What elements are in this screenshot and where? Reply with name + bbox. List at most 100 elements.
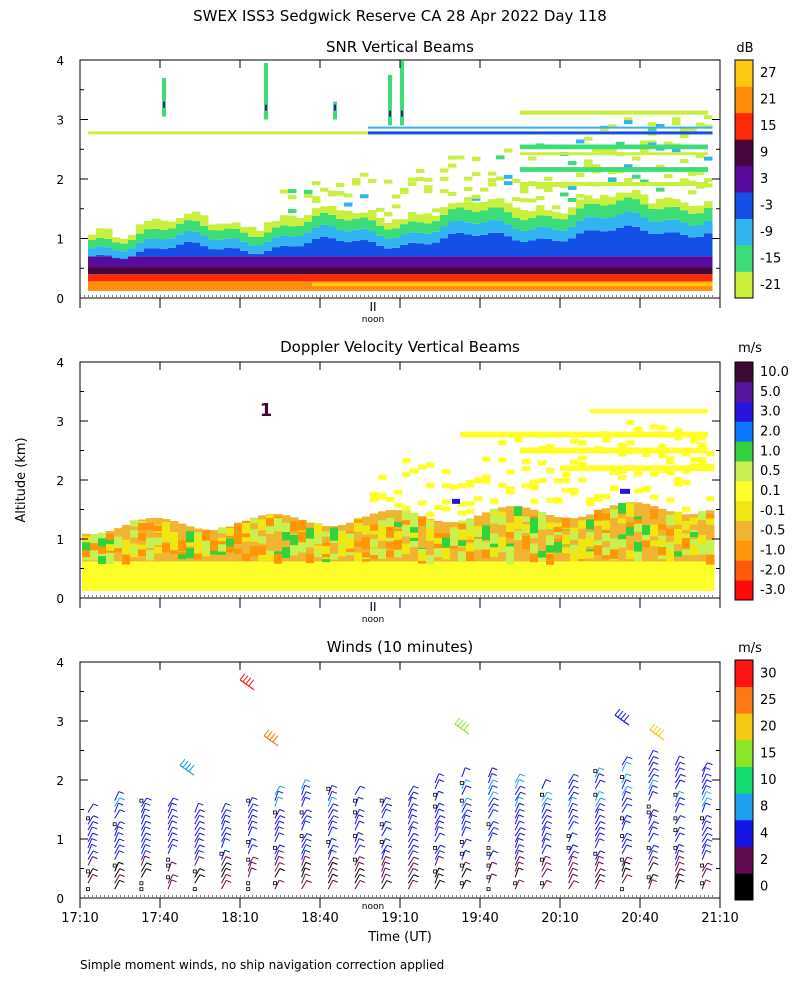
doppler-cell [530, 498, 539, 504]
wind-barb [573, 785, 579, 789]
wind-calm-marker [459, 881, 464, 886]
snr-cell [544, 238, 553, 257]
doppler-cell [386, 550, 395, 558]
snr-cell [600, 218, 609, 232]
wind-barb [172, 832, 178, 836]
doppler-cell [394, 489, 403, 495]
doppler-cell [578, 455, 587, 461]
doppler-cell [530, 543, 539, 553]
snr-cell [688, 128, 697, 133]
doppler-cell [634, 561, 643, 591]
doppler-cell [250, 518, 259, 524]
doppler-cell [90, 561, 99, 591]
wind-calm-marker [192, 869, 197, 874]
doppler-cell [706, 518, 715, 525]
wind-barb [465, 785, 472, 789]
snr-cell [320, 131, 329, 135]
doppler-cell [186, 561, 195, 591]
snr-cell [408, 181, 417, 186]
snr-cell [160, 131, 169, 135]
wind-barb [701, 833, 708, 843]
wind-barb [594, 808, 600, 819]
doppler-cell [194, 545, 203, 554]
wind-barb [278, 855, 284, 859]
doppler-cell [594, 561, 603, 591]
snr-cell [696, 256, 705, 268]
wind-barb [439, 815, 446, 819]
wind-barb [114, 832, 119, 843]
snr-cell [144, 256, 153, 268]
snr-cell [192, 274, 201, 282]
doppler-cell [210, 540, 219, 551]
snr-cell [664, 274, 673, 282]
doppler-cell [402, 524, 411, 534]
wind-barb [384, 849, 391, 853]
wind-barb [305, 873, 311, 877]
doppler-cell [698, 435, 707, 441]
wind-barb [407, 874, 415, 884]
doppler-cell [186, 535, 195, 543]
snr-cell [152, 248, 161, 257]
wind-barb [87, 821, 94, 831]
doppler-cell [690, 532, 699, 538]
wind-barb [594, 791, 600, 801]
doppler-cell [386, 526, 395, 538]
colorbar-frame [734, 361, 754, 601]
wind-barb [199, 809, 206, 813]
snr-cell [136, 242, 145, 252]
wind-barb [263, 735, 279, 747]
snr-cell [184, 131, 193, 135]
snr-cell [208, 281, 217, 291]
snr-cell [392, 247, 401, 257]
doppler-cell [450, 528, 459, 538]
doppler-cell [274, 521, 283, 532]
snr-cell [344, 131, 353, 135]
colorbar-swatch [735, 401, 753, 422]
colorbar-swatch [735, 192, 753, 219]
wind-barb [245, 677, 252, 685]
doppler-cell [98, 532, 107, 539]
doppler-cell [466, 543, 475, 553]
snr-cell [248, 267, 257, 275]
wind-barb [594, 767, 600, 778]
snr-cell [512, 274, 521, 282]
wind-barb [247, 844, 253, 854]
doppler-cell [586, 551, 595, 559]
snr-cell [344, 242, 353, 257]
doppler-cell [410, 541, 419, 548]
snr-cell [576, 267, 585, 275]
doppler-cell [522, 507, 531, 562]
snr-cell [112, 237, 121, 243]
wind-barb [573, 820, 579, 824]
wind-barb [648, 879, 653, 890]
snr-cell [432, 126, 441, 129]
wind-calm-marker [379, 798, 384, 803]
wind-barb [600, 868, 606, 872]
colorbar-label: 15 [760, 119, 777, 134]
snr-cell [512, 207, 521, 218]
doppler-cell [234, 548, 243, 554]
wind-barb [541, 880, 548, 890]
snr-cell [544, 210, 553, 216]
wind-barb [172, 874, 179, 878]
doppler-cell [90, 550, 99, 561]
snr-cell [640, 148, 649, 153]
wind-barb [652, 785, 658, 788]
wind-barb [359, 808, 365, 812]
snr-cell [176, 244, 185, 257]
wind-barb [599, 814, 606, 818]
doppler-cell [578, 520, 587, 529]
doppler-cell [402, 519, 411, 529]
snr-cell [440, 176, 449, 181]
snr-cell [488, 256, 497, 268]
snr-cell [704, 220, 713, 234]
wind-barb [225, 873, 232, 877]
snr-cell [624, 117, 633, 122]
snr-cell [624, 225, 633, 257]
wind-barb [434, 832, 441, 843]
doppler-cell [706, 451, 715, 457]
wind-barb [648, 774, 655, 784]
wind-barb [648, 814, 653, 825]
wind-barb [327, 856, 334, 866]
